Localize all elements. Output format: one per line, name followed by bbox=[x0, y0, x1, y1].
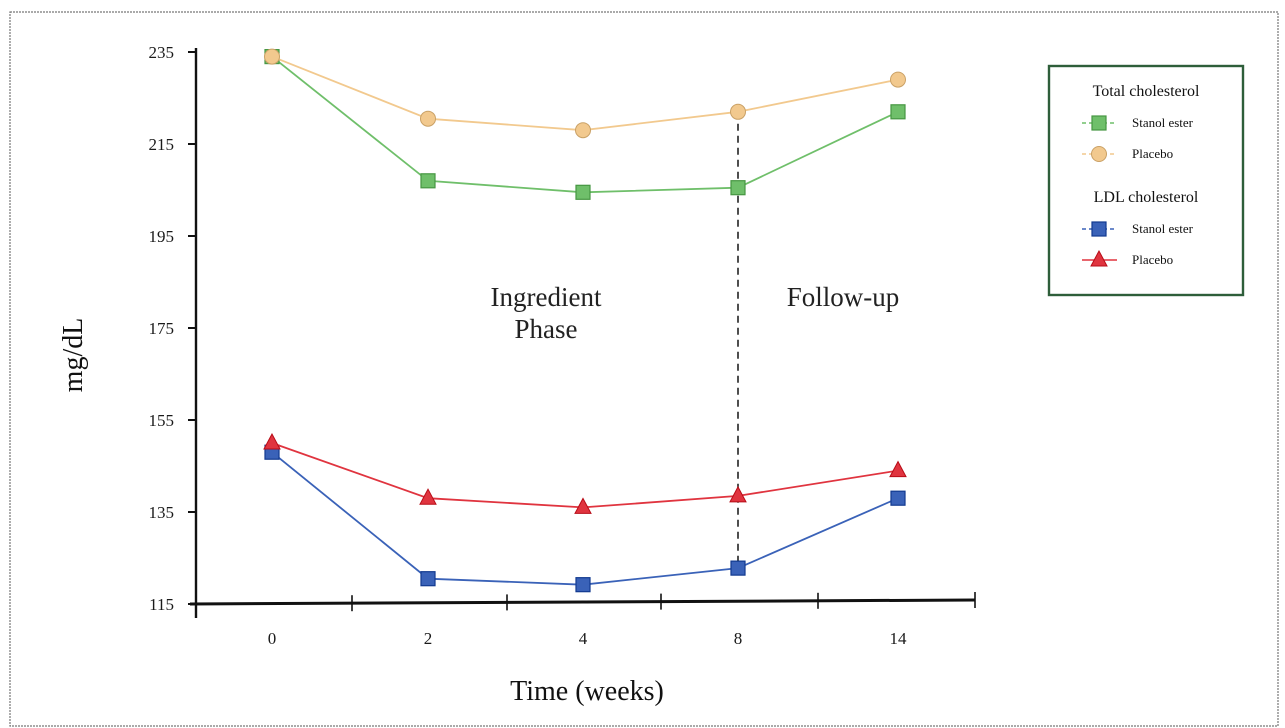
legend-entry-label: Placebo bbox=[1132, 252, 1173, 267]
y-axis-title: mg/dL bbox=[58, 318, 89, 393]
phase-annotations: Ingredient Phase Follow-up bbox=[491, 282, 900, 344]
data-point bbox=[263, 432, 281, 450]
y-tick-label: 215 bbox=[149, 135, 175, 154]
legend-group-title: LDL cholesterol bbox=[1094, 189, 1199, 206]
data-point bbox=[890, 490, 906, 506]
data-point bbox=[419, 488, 437, 505]
data-point bbox=[730, 180, 746, 196]
phase-label-line: Phase bbox=[515, 314, 578, 344]
chart-border bbox=[9, 11, 1279, 727]
series-line bbox=[271, 442, 899, 509]
series-line bbox=[271, 451, 899, 586]
y-tick-label: 235 bbox=[149, 43, 175, 62]
chart-series bbox=[263, 48, 907, 593]
x-axis-line bbox=[189, 598, 976, 606]
data-point bbox=[729, 485, 747, 503]
data-point bbox=[420, 173, 436, 189]
x-axis-title: Time (weeks) bbox=[510, 676, 664, 707]
legend-group-title: Total cholesterol bbox=[1093, 83, 1200, 100]
data-point bbox=[730, 103, 746, 120]
y-tick-label: 115 bbox=[149, 595, 174, 614]
x-tick-label: 14 bbox=[890, 629, 908, 648]
y-tick-label: 175 bbox=[149, 319, 175, 338]
legend-box bbox=[1047, 64, 1245, 297]
legend-swatch-marker bbox=[1091, 221, 1107, 237]
x-tick-label: 8 bbox=[734, 629, 743, 648]
data-point bbox=[420, 571, 436, 587]
data-point bbox=[575, 577, 591, 593]
series-ldl-stanol-ester bbox=[264, 444, 906, 593]
phase-label: Follow-up bbox=[787, 282, 900, 312]
phase-label-line: Follow-up bbox=[787, 282, 900, 312]
data-point bbox=[264, 48, 280, 65]
legend: Total cholesterol Stanol ester Placebo LDL … bbox=[1047, 64, 1245, 297]
data-point bbox=[575, 122, 591, 139]
phase-label: Ingredient Phase bbox=[491, 282, 602, 344]
legend-swatch-marker bbox=[1091, 146, 1107, 162]
data-point bbox=[420, 110, 436, 127]
data-point bbox=[574, 497, 592, 514]
data-point bbox=[890, 104, 906, 120]
x-tick-label: 4 bbox=[579, 629, 588, 648]
legend-entry-label: Placebo bbox=[1132, 146, 1173, 161]
series-ldl-placebo bbox=[263, 432, 907, 514]
data-point bbox=[730, 560, 746, 576]
data-point bbox=[575, 184, 591, 200]
legend-entry-label: Stanol ester bbox=[1132, 221, 1194, 236]
y-tick-label: 155 bbox=[149, 411, 175, 430]
legend-swatch-marker bbox=[1090, 249, 1108, 267]
series-line bbox=[271, 55, 899, 132]
series-total-placebo bbox=[264, 48, 906, 139]
y-tick-label: 195 bbox=[149, 227, 175, 246]
data-point bbox=[889, 460, 907, 478]
phase-label-line: Ingredient bbox=[491, 282, 602, 312]
x-tick-label: 0 bbox=[268, 629, 277, 648]
x-tick-label: 2 bbox=[424, 629, 433, 648]
data-point bbox=[890, 71, 906, 88]
y-tick-label: 135 bbox=[149, 503, 175, 522]
legend-entry-label: Stanol ester bbox=[1132, 115, 1194, 130]
legend-swatch-marker bbox=[1091, 115, 1107, 131]
chart-axes: 115 135 155 175 195 215 235 0 2 4 8 14 bbox=[149, 43, 976, 648]
